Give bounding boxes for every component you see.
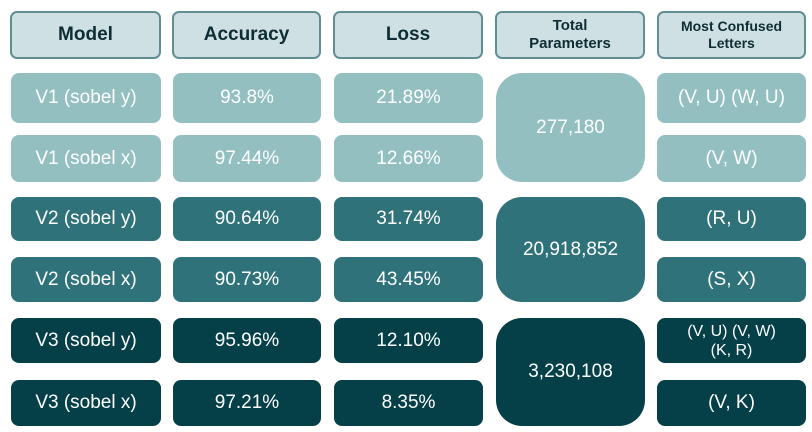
cell-model-r1: V1 (sobel y)	[11, 73, 161, 123]
cell-params-v1: 277,180	[496, 73, 645, 182]
accuracy-value: 90.73%	[214, 268, 280, 290]
model-label: V1 (sobel y)	[35, 87, 137, 108]
cell-accuracy-r6: 97.21%	[173, 380, 321, 426]
cell-model-r3: V2 (sobel y)	[11, 197, 161, 241]
accuracy-value: 95.96%	[214, 329, 280, 351]
loss-value: 12.10%	[376, 329, 441, 351]
confused-value: (R, U)	[706, 208, 757, 229]
cell-loss-r1: 21.89%	[334, 73, 483, 123]
accuracy-value: 93.8%	[220, 87, 274, 108]
header-most-confused: Most Confused Letters	[657, 11, 806, 59]
cell-accuracy-r1: 93.8%	[173, 73, 321, 123]
params-value: 3,230,108	[528, 361, 613, 382]
accuracy-value: 90.64%	[214, 208, 280, 229]
confused-value: (S, X)	[707, 268, 756, 290]
accuracy-value: 97.21%	[214, 392, 280, 413]
header-params-line1: Total	[552, 17, 588, 34]
cell-model-r6: V3 (sobel x)	[11, 380, 161, 426]
model-label: V2 (sobel y)	[35, 208, 137, 229]
loss-value: 43.45%	[376, 268, 441, 290]
model-label: V1 (sobel x)	[35, 147, 137, 169]
loss-value: 8.35%	[381, 392, 436, 413]
header-confused-line1: Most Confused	[680, 18, 783, 34]
cell-params-v2: 20,918,852	[496, 197, 645, 302]
header-accuracy: Accuracy	[172, 11, 321, 59]
confused-value: (V, W)	[705, 147, 758, 169]
cell-model-r5: V3 (sobel y)	[11, 318, 161, 363]
cell-confused-r3: (R, U)	[657, 197, 806, 241]
cell-accuracy-r5: 95.96%	[173, 318, 321, 363]
header-total-parameters: Total Parameters	[495, 11, 645, 59]
cell-accuracy-r3: 90.64%	[173, 197, 321, 241]
header-confused-line2: Letters	[708, 35, 755, 51]
cell-model-r2: V1 (sobel x)	[11, 135, 161, 182]
cell-loss-r2: 12.66%	[334, 135, 483, 182]
params-value: 20,918,852	[522, 238, 619, 260]
cell-confused-r4: (S, X)	[657, 257, 806, 302]
cell-confused-r6: (V, K)	[657, 380, 806, 426]
accuracy-value: 97.44%	[214, 147, 280, 169]
params-value: 277,180	[536, 116, 605, 138]
confused-line1: (V, U) (V, W)	[687, 322, 776, 340]
loss-value: 31.74%	[376, 208, 441, 229]
header-model: Model	[10, 11, 161, 59]
header-accuracy-label: Accuracy	[203, 24, 290, 45]
confused-value: (V, U) (W, U)	[678, 87, 785, 108]
cell-confused-r5: (V, U) (V, W) (K, R)	[657, 318, 806, 363]
cell-loss-r4: 43.45%	[334, 257, 483, 302]
header-params-line2: Parameters	[529, 35, 611, 52]
loss-value: 12.66%	[376, 147, 441, 169]
header-loss-label: Loss	[385, 24, 431, 45]
cell-accuracy-r2: 97.44%	[173, 135, 321, 182]
loss-value: 21.89%	[376, 87, 441, 108]
cell-loss-r5: 12.10%	[334, 318, 483, 363]
cell-accuracy-r4: 90.73%	[173, 257, 321, 302]
cell-params-v3: 3,230,108	[496, 318, 645, 426]
confused-value: (V, K)	[708, 392, 755, 413]
confused-line2: (K, R)	[710, 341, 753, 359]
cell-confused-r2: (V, W)	[657, 135, 806, 182]
header-loss: Loss	[333, 11, 483, 59]
cell-confused-r1: (V, U) (W, U)	[657, 73, 806, 123]
model-label: V2 (sobel x)	[35, 268, 137, 290]
model-label: V3 (sobel x)	[35, 392, 137, 413]
cell-loss-r6: 8.35%	[334, 380, 483, 426]
model-label: V3 (sobel y)	[35, 329, 137, 351]
cell-model-r4: V2 (sobel x)	[11, 257, 161, 302]
cell-loss-r3: 31.74%	[334, 197, 483, 241]
header-model-label: Model	[58, 24, 113, 45]
